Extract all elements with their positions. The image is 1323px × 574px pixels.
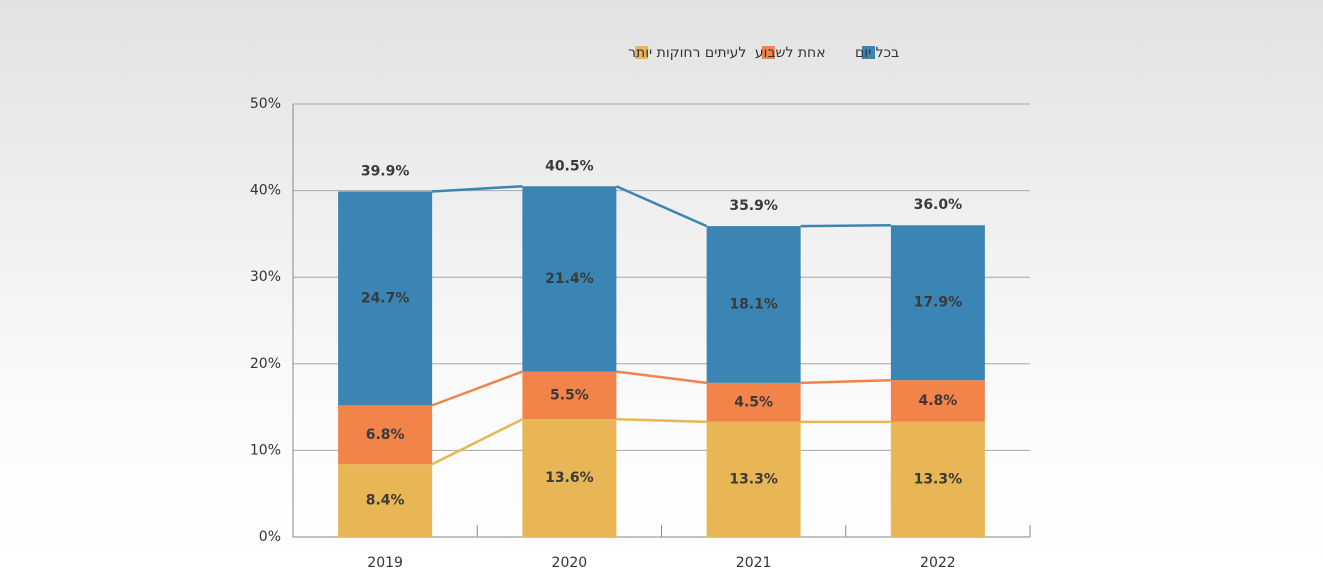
connector-line (431, 370, 523, 407)
x-tick-label: 2022 (920, 555, 956, 571)
legend-swatch (761, 46, 775, 59)
legend-label: אחת לשבוע (755, 45, 826, 61)
bar-segment (522, 186, 617, 372)
legend-swatch (862, 46, 875, 59)
bar-segment (706, 421, 801, 537)
y-tick-label: 30% (250, 269, 281, 285)
value-label: 18.1% (729, 296, 778, 312)
y-tick-label: 20% (250, 356, 281, 372)
bar-segment (706, 382, 801, 422)
y-tick-label: 10% (250, 442, 281, 458)
value-label: 17.9% (914, 295, 963, 311)
x-tick-label: 2021 (736, 555, 772, 571)
legend-label: בכל יום (855, 45, 899, 61)
bar-segment (890, 225, 985, 381)
value-label: 8.4% (366, 493, 405, 509)
total-label: 36.0% (914, 197, 963, 213)
connector-line (616, 370, 707, 385)
value-label: 13.6% (545, 470, 594, 486)
y-tick-label: 40% (250, 183, 281, 199)
connector-line (800, 379, 891, 385)
value-label: 24.7% (361, 290, 410, 306)
bar-segment (338, 464, 433, 537)
value-label: 6.8% (366, 427, 405, 443)
total-label: 35.9% (729, 198, 778, 214)
value-label: 4.5% (734, 394, 773, 410)
value-label: 5.5% (550, 387, 589, 403)
bar-segment (522, 371, 617, 420)
value-label: 13.3% (729, 471, 778, 487)
bar-segment (706, 226, 801, 383)
connector-line (615, 185, 708, 228)
total-label: 39.9% (361, 163, 410, 179)
y-tick-label: 0% (259, 529, 281, 545)
value-label: 13.3% (914, 471, 963, 487)
bar-segment (890, 380, 985, 422)
y-tick-label: 50% (250, 96, 281, 112)
total-label: 40.5% (545, 158, 594, 174)
legend-label: לעיתים רחוקות יותר (628, 45, 746, 61)
connector-line (800, 223, 891, 228)
connector-line (616, 417, 707, 424)
connector-line (432, 185, 523, 193)
bar-segment (338, 405, 433, 465)
x-tick-label: 2019 (367, 555, 403, 571)
value-label: 21.4% (545, 271, 594, 287)
value-label: 4.8% (918, 393, 957, 409)
bar-segment (338, 191, 433, 406)
x-tick-label: 2020 (552, 555, 588, 571)
bar-segment (890, 421, 985, 537)
bar-segment (522, 419, 617, 537)
connector-line (431, 418, 523, 466)
legend-swatch (635, 46, 649, 59)
